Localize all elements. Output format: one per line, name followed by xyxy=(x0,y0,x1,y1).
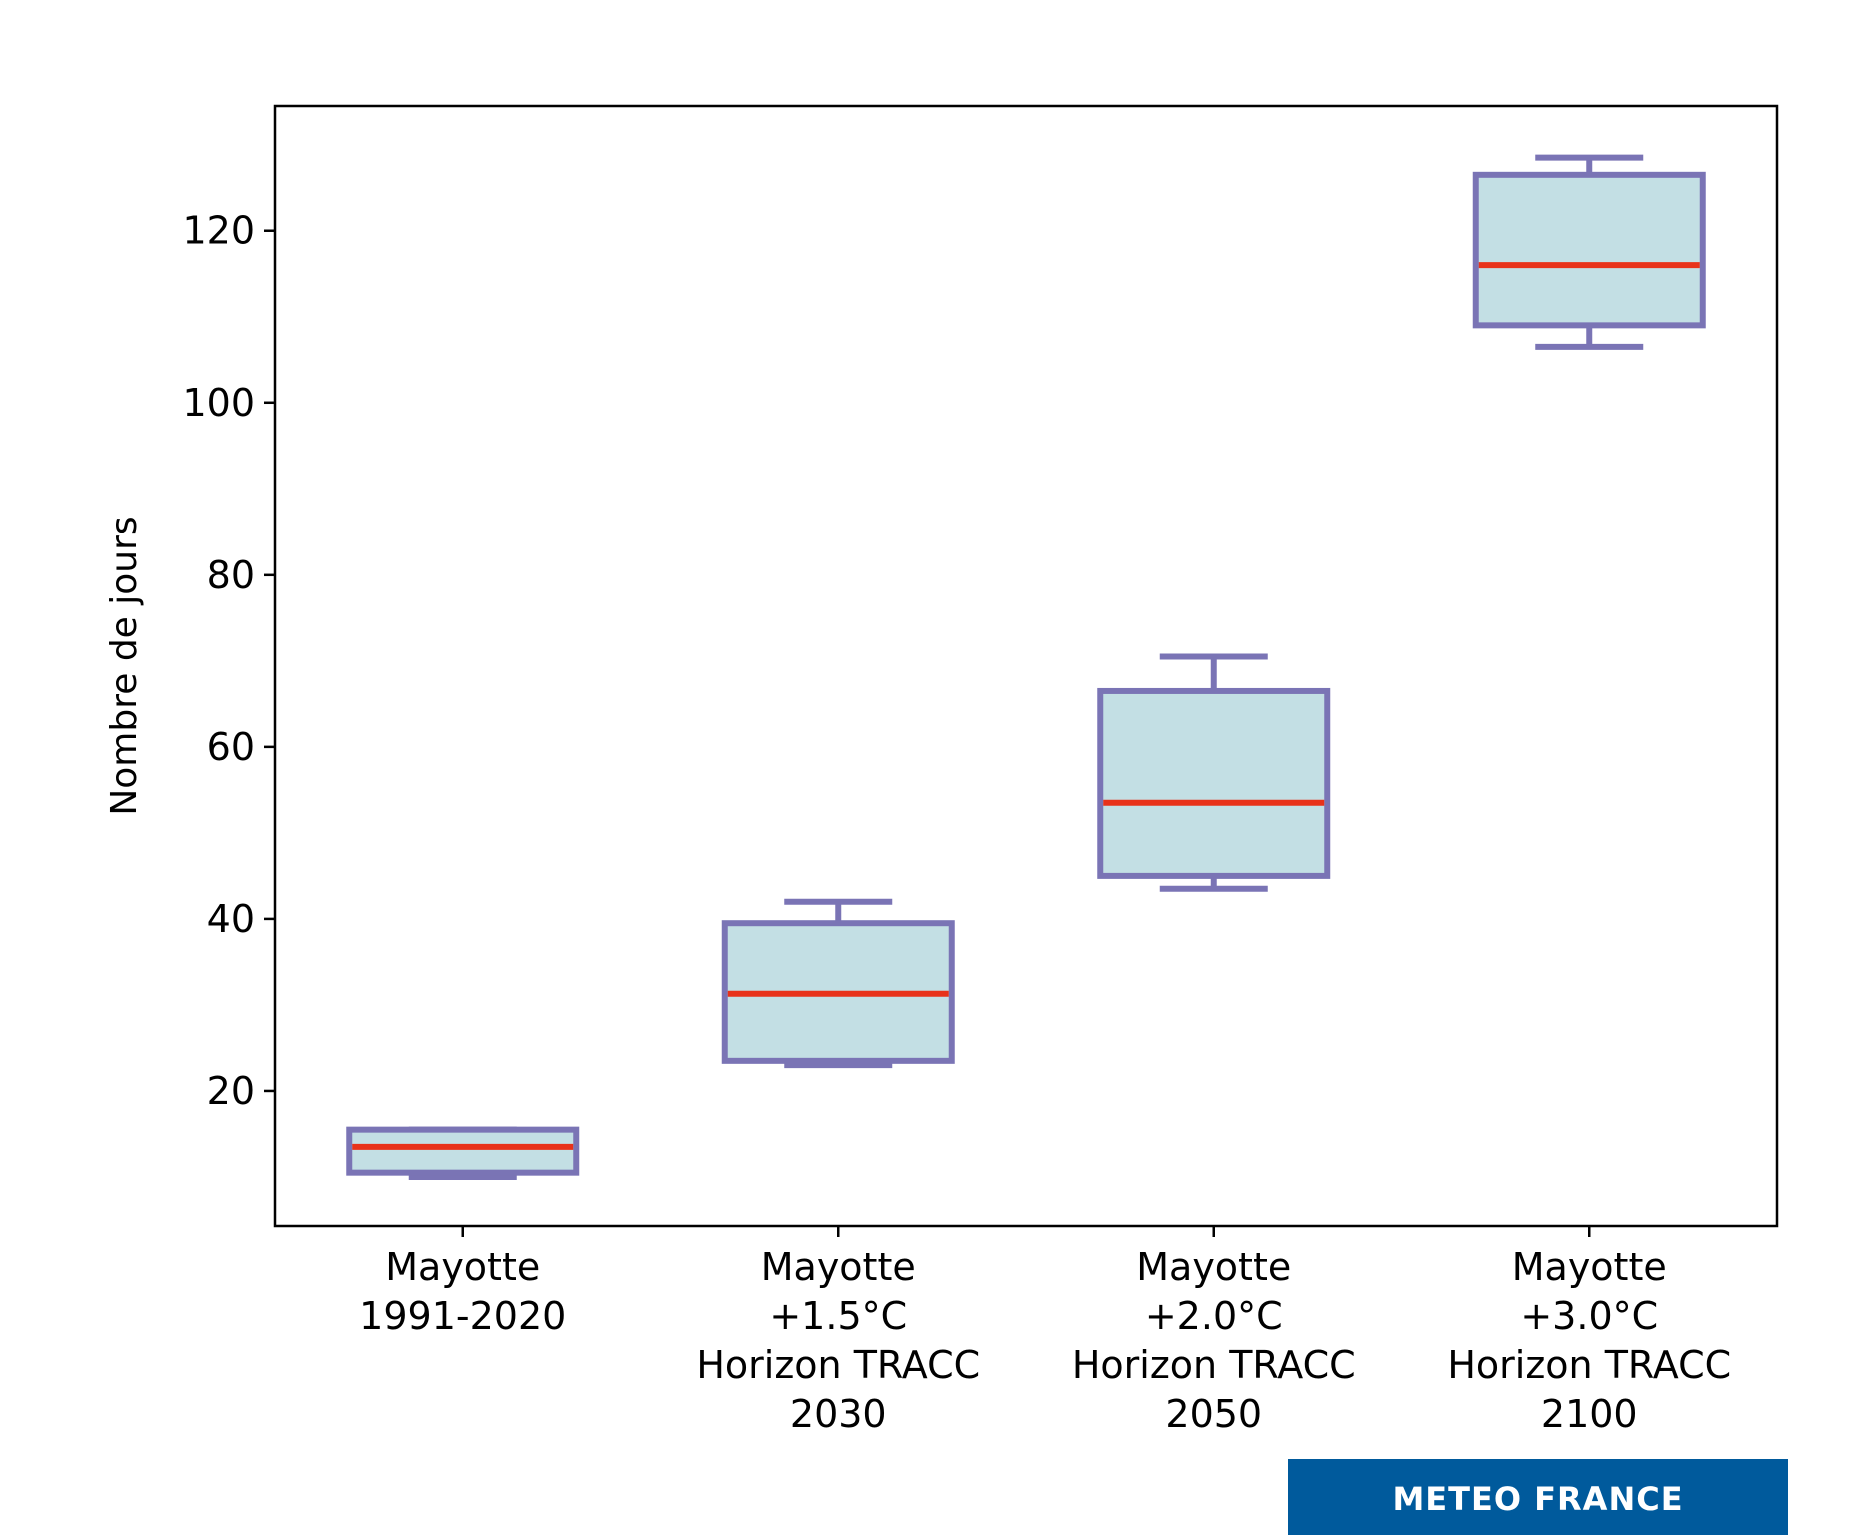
x-tick-label-line: Mayotte xyxy=(761,1245,916,1289)
y-tick-label: 120 xyxy=(182,209,255,253)
x-tick-label: Mayotte +1.5°C Horizon TRACC 2030 xyxy=(696,1245,980,1436)
y-tick-label: 60 xyxy=(207,725,255,769)
box-group xyxy=(1097,653,1331,892)
x-axis-ticks: Mayotte 1991-2020 Mayotte +1.5°C Horizon TRA… xyxy=(359,1226,1731,1436)
x-tick-label-line: Horizon TRACC xyxy=(696,1343,980,1387)
iqr-box xyxy=(1472,171,1706,329)
x-tick-label-line: 1991-2020 xyxy=(359,1294,566,1338)
box-group xyxy=(721,898,955,1069)
meteo-france-credit: METEO FRANCE xyxy=(1392,1480,1684,1518)
iqr-box xyxy=(346,1126,580,1176)
x-tick-label-line: Mayotte xyxy=(385,1245,540,1289)
x-tick-label-line: Horizon TRACC xyxy=(1072,1343,1356,1387)
x-tick-label-line: 2030 xyxy=(790,1392,887,1436)
x-tick-label: Mayotte +2.0°C Horizon TRACC 2050 xyxy=(1072,1245,1356,1436)
x-tick-label-line: +3.0°C xyxy=(1520,1294,1658,1338)
x-tick-label: Mayotte 1991-2020 xyxy=(359,1245,566,1338)
plot-frame xyxy=(273,104,1779,1228)
x-tick-label-line: 2050 xyxy=(1165,1392,1262,1436)
credit-banner-background xyxy=(1288,1459,1788,1535)
y-tick-label: 20 xyxy=(207,1069,255,1113)
x-tick-label-line: Horizon TRACC xyxy=(1447,1343,1731,1387)
box-group xyxy=(1472,154,1706,350)
y-axis-label: Nombre de jours xyxy=(104,516,145,815)
x-tick-label-line: 2100 xyxy=(1541,1392,1638,1436)
y-tick-label: 40 xyxy=(207,897,255,941)
x-tick-label-line: Mayotte xyxy=(1512,1245,1667,1289)
x-tick-label-line: +1.5°C xyxy=(769,1294,907,1338)
boxes-layer xyxy=(346,154,1706,1180)
x-tick-label-line: +2.0°C xyxy=(1145,1294,1283,1338)
box-group xyxy=(346,1126,580,1180)
x-tick-label: Mayotte +3.0°C Horizon TRACC 2100 xyxy=(1447,1245,1731,1436)
x-tick-label-line: Mayotte xyxy=(1136,1245,1291,1289)
y-tick-label: 100 xyxy=(182,381,255,425)
iqr-box xyxy=(1097,687,1331,879)
y-tick-label: 80 xyxy=(207,553,255,597)
y-axis-ticks: 20 40 60 80 100 120 xyxy=(182,209,275,1113)
